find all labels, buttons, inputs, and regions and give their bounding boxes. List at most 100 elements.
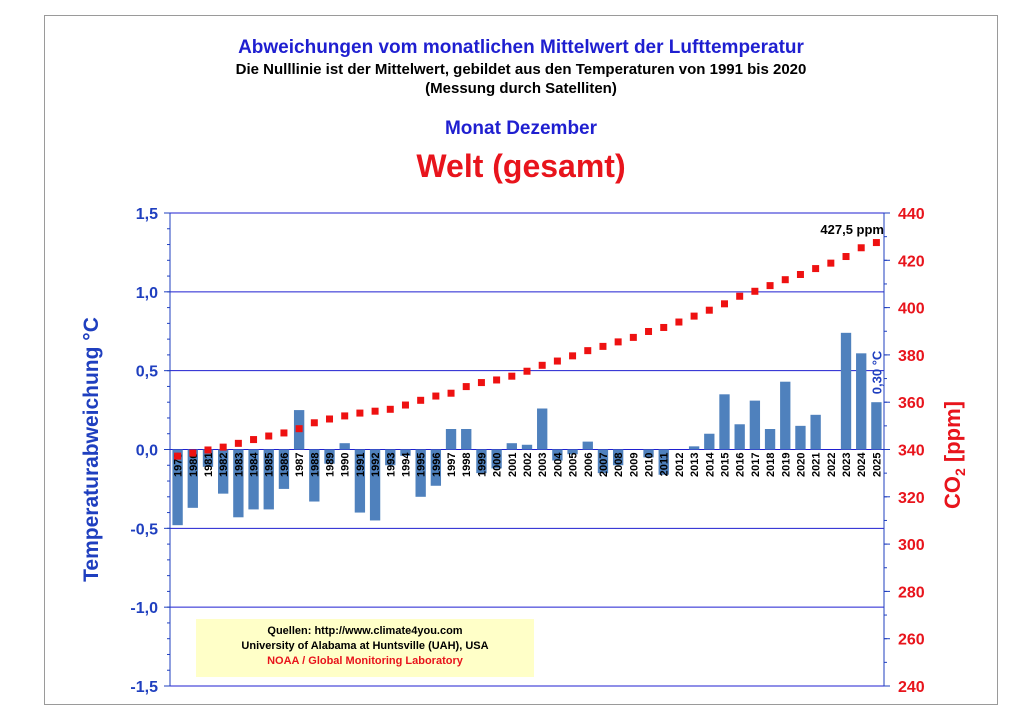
chart-subtitle: Die Nulllinie ist der Mittelwert, gebild… <box>235 61 807 78</box>
right-tick-label: 400 <box>898 301 925 318</box>
year-label: 2023 <box>841 453 853 477</box>
left-tick-label: 0,0 <box>136 443 158 460</box>
co2-marker <box>250 436 258 444</box>
temperature-bar <box>506 443 517 450</box>
right-tick-label: 340 <box>898 443 925 460</box>
co2-marker <box>371 407 379 415</box>
left-tick-label: -0,5 <box>130 521 158 538</box>
co2-marker <box>766 282 774 290</box>
chart-frame <box>44 15 998 705</box>
co2-marker <box>629 333 637 341</box>
co2-marker <box>675 318 683 326</box>
temperature-bar <box>643 449 654 458</box>
year-label: 1986 <box>279 453 291 477</box>
year-label: 1991 <box>355 453 367 477</box>
temperature-bar <box>537 408 548 450</box>
year-label: 2003 <box>537 453 549 477</box>
year-label: 1980 <box>188 453 200 477</box>
right-tick-label: 380 <box>898 348 925 365</box>
year-label: 2007 <box>598 453 610 477</box>
co2-marker <box>310 419 318 427</box>
temperature-bar <box>218 449 229 494</box>
temperature-bar <box>248 449 259 510</box>
right-axis-title-unit: [ppm] <box>940 401 965 468</box>
co2-marker <box>462 383 470 391</box>
year-label: 1995 <box>416 453 428 477</box>
year-label: 2006 <box>583 453 595 477</box>
right-tick-label: 420 <box>898 253 925 270</box>
co2-marker <box>538 361 546 369</box>
temperature-bar <box>749 400 761 450</box>
temperature-bar <box>233 449 244 518</box>
year-label: 2000 <box>492 453 504 477</box>
temperature-bar <box>202 449 214 467</box>
temperature-bar <box>445 429 457 450</box>
source-line-3: NOAA / Global Monitoring Laboratory <box>267 655 463 667</box>
co2-marker <box>584 347 592 355</box>
co2-marker <box>295 425 303 433</box>
temperature-bar <box>309 449 320 502</box>
source-line-2: University of Alabama at Huntsville (UAH… <box>241 640 489 652</box>
temperature-bar <box>582 441 593 450</box>
temperature-bar <box>567 449 578 455</box>
right-tick-label: 440 <box>898 206 925 223</box>
right-tick-label: 300 <box>898 537 925 554</box>
year-label: 1982 <box>218 453 230 477</box>
year-label: 2014 <box>704 452 716 477</box>
left-axis-title: Temperaturabweichung °C <box>80 317 103 582</box>
temperature-bar <box>172 449 183 526</box>
co2-marker <box>326 415 334 423</box>
year-label: 1998 <box>461 453 473 477</box>
co2-marker <box>174 452 182 460</box>
co2-marker <box>508 372 516 380</box>
left-tick-label: -1,0 <box>130 600 158 617</box>
co2-marker <box>660 323 668 331</box>
temperature-bar <box>476 449 487 474</box>
co2-marker <box>751 287 759 295</box>
temperature-bar <box>521 444 533 450</box>
year-label: 2025 <box>871 453 883 477</box>
temperature-bar <box>658 449 669 475</box>
temperature-bar <box>734 424 745 450</box>
right-tick-label: 320 <box>898 490 925 507</box>
chart-subtitle-measurement: (Messung durch Satelliten) <box>425 80 617 97</box>
temperature-bar <box>764 429 776 450</box>
co2-marker <box>796 270 804 278</box>
year-label: 1999 <box>476 453 488 477</box>
co2-marker <box>386 405 394 413</box>
co2-marker <box>705 306 713 314</box>
temperature-bar <box>612 449 624 466</box>
left-tick-label: 0,5 <box>136 364 158 381</box>
co2-marker <box>234 439 242 447</box>
temperature-bar <box>263 449 274 510</box>
year-label: 2021 <box>811 453 823 477</box>
temperature-bar <box>704 433 715 450</box>
co2-marker <box>356 409 364 417</box>
temperature-bar <box>187 449 198 508</box>
temperature-bar <box>871 402 882 450</box>
co2-marker <box>553 357 561 365</box>
year-label: 2010 <box>644 453 656 477</box>
year-label: 2005 <box>568 453 580 477</box>
co2-marker <box>280 429 288 437</box>
year-label: 2008 <box>613 453 625 477</box>
year-label: 2011 <box>659 453 671 477</box>
year-label: 1984 <box>249 452 261 477</box>
right-tick-label: 280 <box>898 584 925 601</box>
year-label: 2022 <box>826 453 838 477</box>
year-label: 2001 <box>507 453 519 477</box>
co2-annotation: 427,5 ppm <box>820 222 884 237</box>
year-label: 1997 <box>446 453 458 477</box>
year-label: 2012 <box>674 453 686 477</box>
temperature-bar <box>415 449 426 497</box>
year-label: 1993 <box>385 453 397 477</box>
last-bar-annotation: 0,30 °C <box>869 350 884 394</box>
year-label: 2004 <box>552 452 564 477</box>
year-label: 1988 <box>309 453 321 477</box>
year-label: 2015 <box>719 453 731 477</box>
temperature-bar <box>491 449 502 469</box>
year-label: 2013 <box>689 453 701 477</box>
co2-marker <box>401 401 409 409</box>
right-axis-title-main: CO <box>940 476 965 509</box>
